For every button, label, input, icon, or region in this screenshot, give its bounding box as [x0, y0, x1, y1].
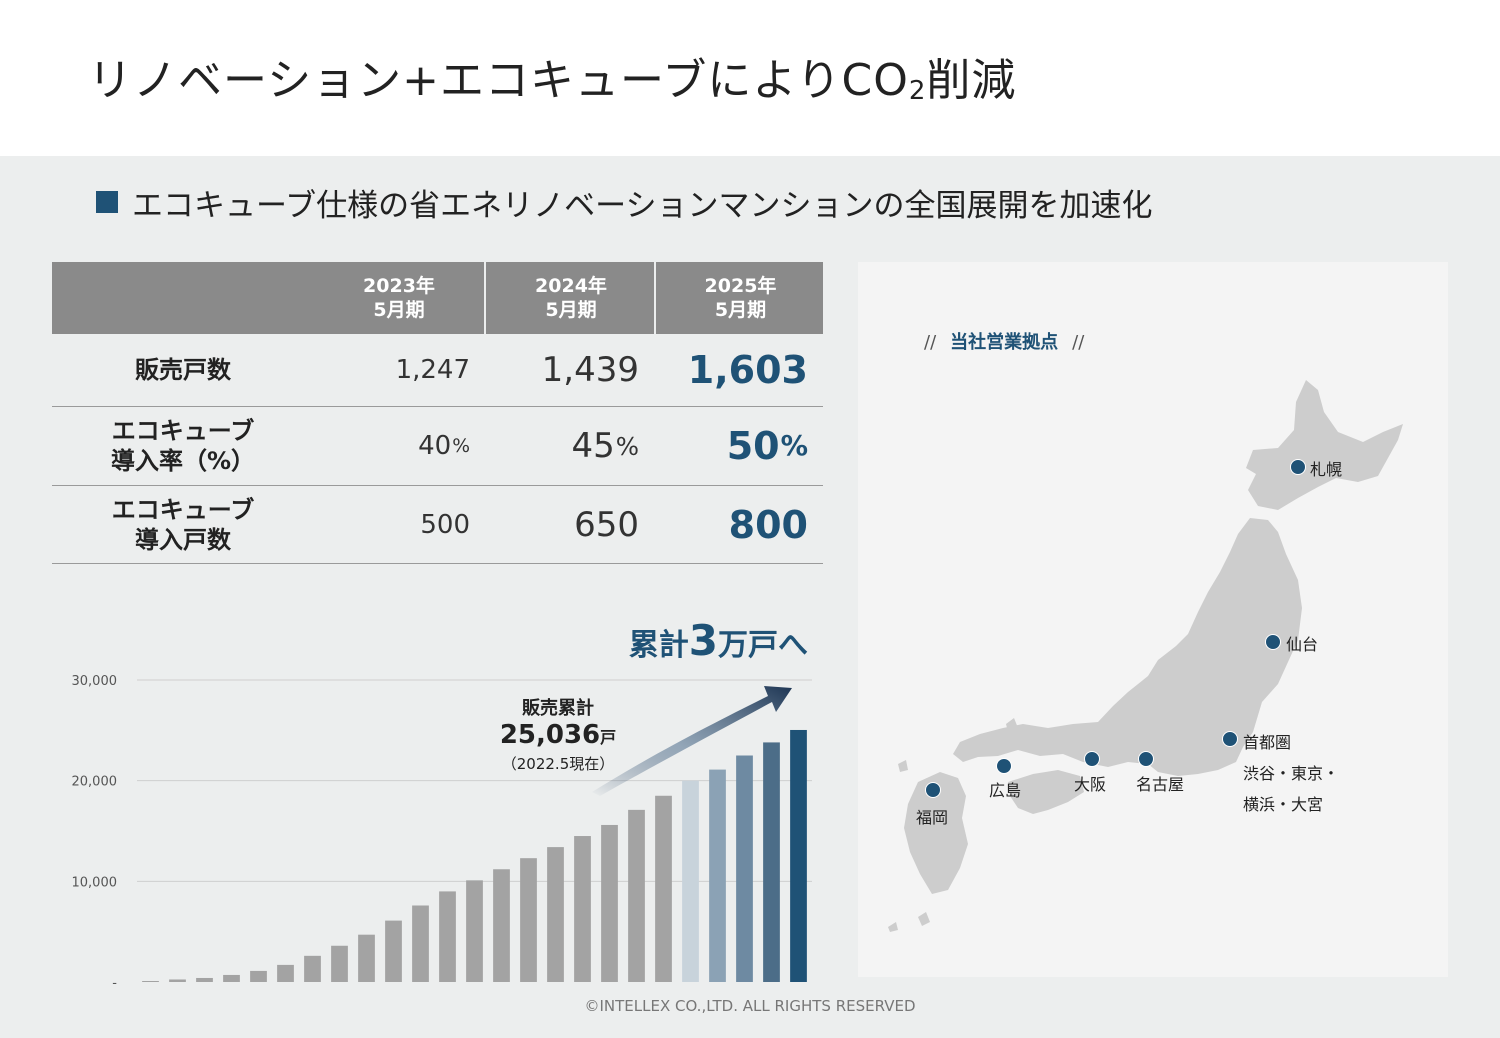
bar: [304, 955, 321, 982]
bar: [574, 836, 591, 982]
location-marker-icon: [996, 758, 1012, 774]
location-marker-icon: [1138, 751, 1154, 767]
header-2024: 2024年 5月期: [484, 262, 656, 334]
cumulative-callout: 販売累計 25,036戸 （2022.5現在）: [478, 694, 638, 774]
subheading-text: エコキューブ仕様の省エネリノベーションマンションの全国展開を加速化: [132, 187, 1153, 224]
value-2023: 500: [420, 509, 470, 540]
bar: [601, 824, 618, 982]
location-marker-icon: [925, 782, 941, 798]
callout-label: 販売累計: [522, 698, 594, 719]
growth-arrow-icon: [592, 686, 792, 796]
row-label: エコキューブ 導入戸数: [111, 495, 255, 554]
bar: [169, 979, 186, 982]
value-2024: 1,439: [541, 350, 639, 390]
bar: [682, 780, 699, 982]
location-marker-icon: [1222, 731, 1238, 747]
bar: [655, 795, 672, 982]
callout-value: 25,036戸: [499, 720, 617, 750]
table-row-adoption-rate: エコキューブ 導入率（%） 40% 45% 50%: [52, 407, 823, 486]
location-marker-icon: [1265, 634, 1281, 650]
callout-note: （2022.5現在）: [501, 755, 615, 773]
bar: [142, 980, 159, 982]
location-marker-icon: [1290, 459, 1306, 475]
value-2025: 50%: [726, 424, 808, 468]
city-fukuoka: 福岡: [916, 808, 949, 827]
bar: [628, 809, 645, 982]
japan-map-shape: [888, 380, 1403, 932]
row-label: エコキューブ 導入率（%）: [110, 417, 256, 475]
city-sapporo: 札幌: [1310, 460, 1343, 479]
bar: [763, 742, 780, 982]
chart-headline: 累計3万戸へ: [628, 616, 808, 665]
city-hiroshima: 広島: [989, 781, 1022, 800]
y-tick-label: 20,000: [72, 775, 118, 790]
location-marker-icon: [1084, 751, 1100, 767]
header-2025: 2025年 5月期: [654, 262, 825, 334]
cumulative-sales-chart: 30,000 20,000 10,000 -: [72, 674, 812, 991]
bar: [277, 964, 294, 982]
bar: [466, 880, 483, 982]
page-title: リノベーション+エコキューブによりCO2削減: [88, 55, 1017, 106]
bar: [520, 858, 537, 982]
sales-office-map: //当社営業拠点// 札幌 仙台 首都圏 渋谷・東京・ 横浜・大宮 名古屋 大阪…: [858, 262, 1448, 977]
bar: [493, 869, 510, 982]
value-2025: 1,603: [687, 348, 808, 392]
map-title: //当社営業拠点//: [924, 332, 1085, 353]
bar: [412, 905, 429, 982]
city-nagoya: 名古屋: [1136, 775, 1185, 794]
y-tick-label: 30,000: [72, 674, 118, 689]
header-2023: 2023年 5月期: [363, 275, 435, 321]
value-2024: 45%: [571, 426, 639, 466]
city-osaka: 大阪: [1074, 775, 1107, 794]
bar: [736, 755, 753, 982]
city-shutoken-detail-1: 渋谷・東京・: [1243, 764, 1340, 783]
bar: [250, 970, 267, 982]
subheading: エコキューブ仕様の省エネリノベーションマンションの全国展開を加速化: [96, 180, 1153, 224]
table-row-adoption-count: エコキューブ 導入戸数 500 650 800: [52, 486, 823, 564]
value-2025: 800: [728, 502, 808, 547]
bar: [331, 945, 348, 982]
row-label: 販売戸数: [135, 356, 231, 384]
copyright-footer: ©INTELLEX CO.,LTD. ALL RIGHTS RESERVED: [584, 997, 916, 1015]
bar: [385, 920, 402, 982]
value-2023: 40%: [418, 431, 470, 461]
table-row-sales: 販売戸数 1,247 1,439 1,603: [52, 334, 823, 407]
y-tick-label: -: [112, 976, 117, 991]
bar: [358, 934, 375, 982]
bar: [547, 847, 564, 982]
bar: [790, 729, 807, 982]
y-tick-label: 10,000: [72, 875, 118, 890]
bar: [709, 769, 726, 982]
bar: [223, 974, 240, 982]
city-sendai: 仙台: [1286, 635, 1319, 654]
city-shutoken: 首都圏: [1243, 733, 1292, 752]
bar: [196, 977, 213, 982]
value-2023: 1,247: [395, 355, 470, 385]
value-2024: 650: [574, 504, 639, 545]
bar: [439, 891, 456, 982]
city-shutoken-detail-2: 横浜・大宮: [1243, 795, 1324, 814]
table-header: 2023年 5月期 2024年 5月期 2025年 5月期: [52, 262, 823, 334]
square-bullet-icon: [96, 191, 118, 213]
